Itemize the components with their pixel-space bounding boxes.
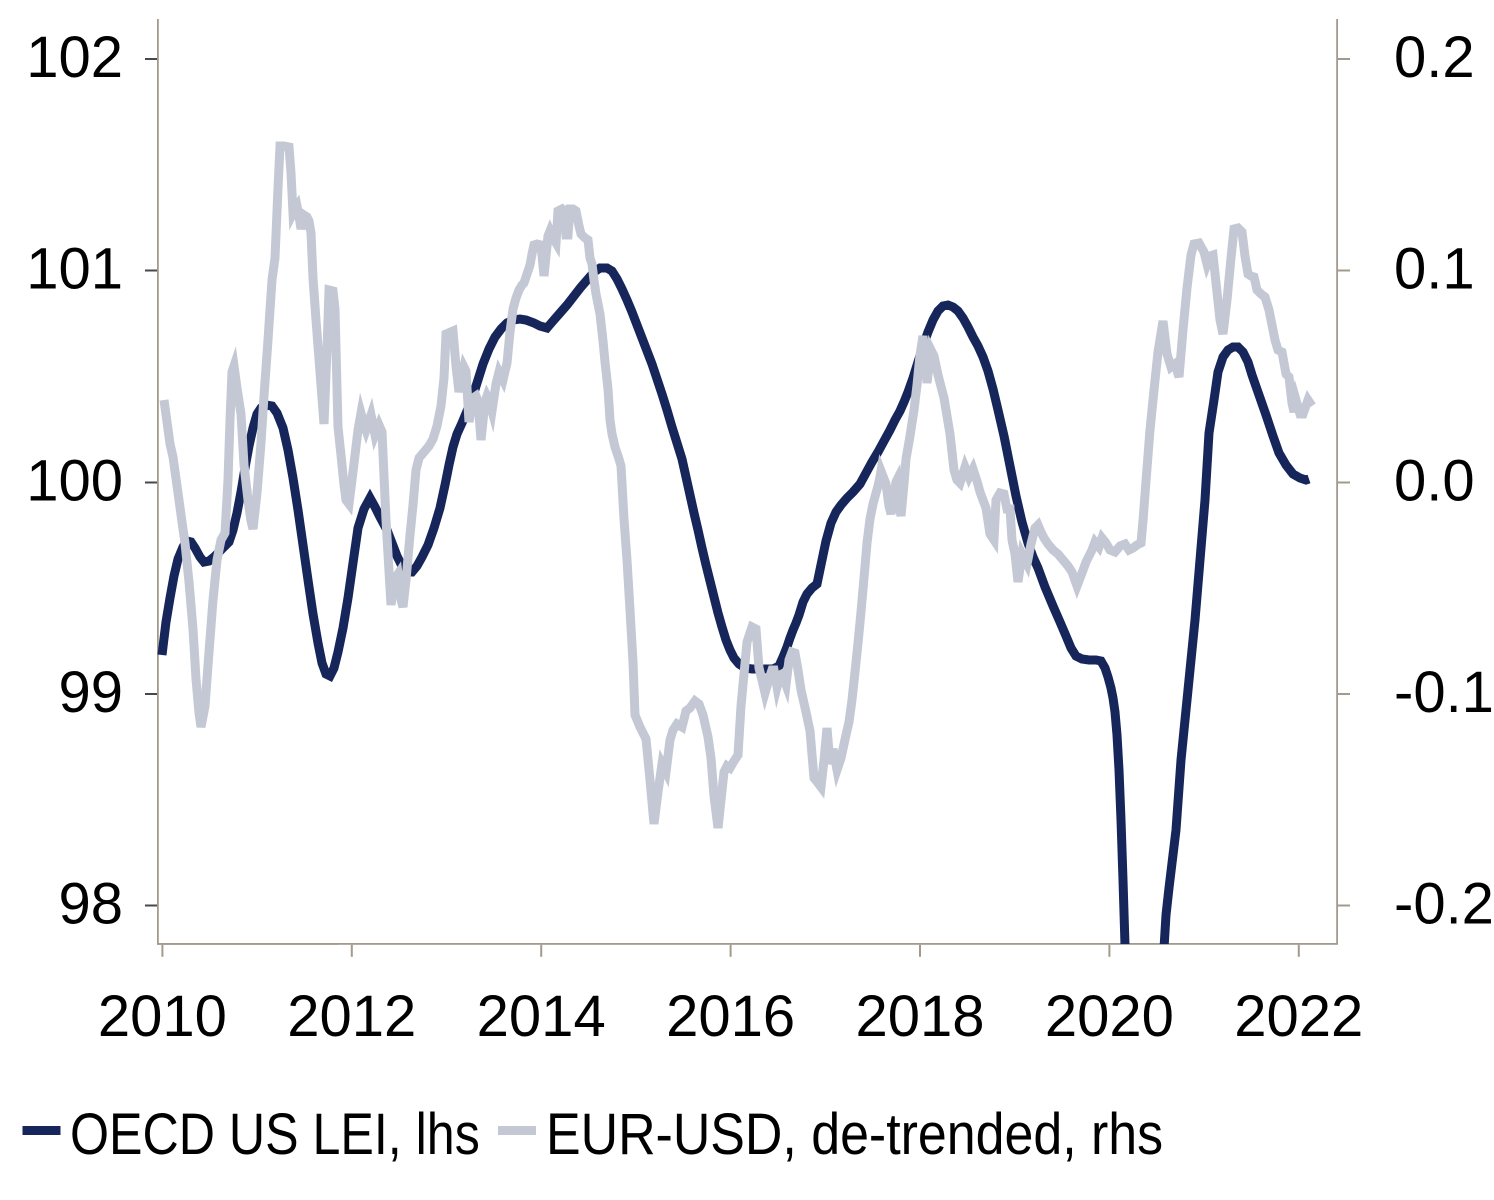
svg-text:102: 102 — [26, 25, 123, 90]
svg-text:0.2: 0.2 — [1394, 25, 1475, 90]
svg-text:0.1: 0.1 — [1394, 237, 1475, 302]
svg-text:0.0: 0.0 — [1394, 449, 1475, 514]
svg-text:2014: 2014 — [477, 984, 606, 1049]
svg-text:2022: 2022 — [1234, 984, 1363, 1049]
svg-text:2018: 2018 — [855, 984, 984, 1049]
svg-text:98: 98 — [58, 872, 123, 937]
svg-text:101: 101 — [26, 237, 123, 302]
svg-text:-0.1: -0.1 — [1394, 660, 1494, 725]
svg-text:2010: 2010 — [98, 984, 227, 1049]
svg-text:2012: 2012 — [287, 984, 416, 1049]
svg-text:99: 99 — [58, 660, 123, 725]
svg-text:EUR-USD, de-trended, rhs: EUR-USD, de-trended, rhs — [546, 1101, 1163, 1166]
svg-text:OECD US LEI, lhs: OECD US LEI, lhs — [70, 1103, 480, 1167]
svg-text:2020: 2020 — [1045, 984, 1174, 1049]
svg-text:2016: 2016 — [666, 984, 795, 1049]
svg-text:100: 100 — [26, 449, 123, 514]
svg-text:-0.2: -0.2 — [1394, 872, 1494, 937]
